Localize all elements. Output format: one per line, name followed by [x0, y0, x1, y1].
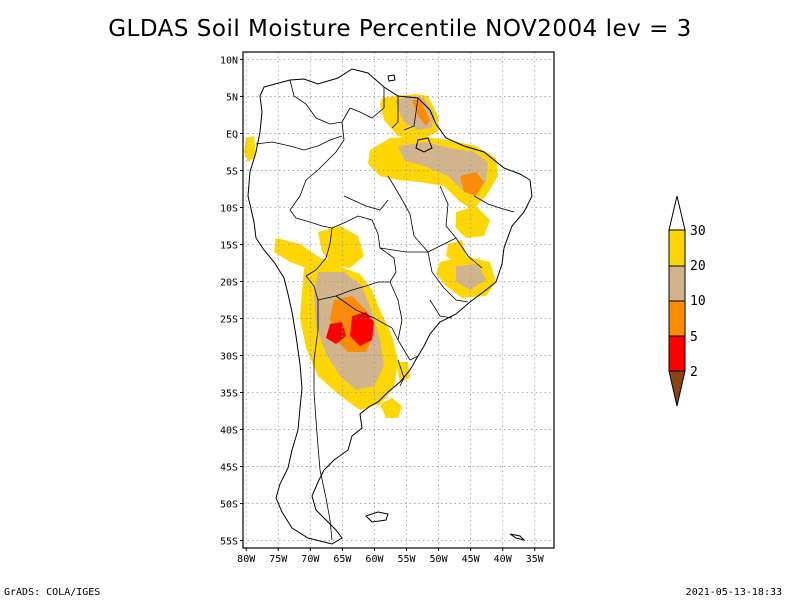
border-brazil-states-5 [427, 251, 469, 303]
lat-label-5: 15S [220, 240, 238, 251]
lon-label-6: 50W [430, 554, 449, 565]
continent-outline [247, 68, 533, 545]
lon-label-3: 65W [333, 554, 352, 565]
border-brazil-states-6 [429, 299, 453, 319]
lon-label-9: 35W [526, 554, 545, 565]
island-trinidad [387, 74, 396, 82]
shade-patch-chaco-red-east [350, 312, 374, 346]
border-paraguay-argentina [335, 295, 399, 341]
border-paraguay-brazil [389, 281, 403, 341]
lat-label-8: 30S [220, 352, 238, 363]
legend-label-30: 30 [690, 224, 706, 239]
border-colombia-ecuador-peru [255, 135, 343, 151]
legend-swatch-20-30 [668, 229, 686, 267]
border-bolivia-paraguay [317, 281, 390, 301]
border-uruguay [397, 359, 405, 387]
border-suriname-fguiana [403, 97, 419, 131]
border-venezuela-colombia [289, 79, 351, 125]
percentile-shading [244, 94, 498, 418]
map-frame [242, 51, 555, 549]
shade-patch-bolivia-gold [318, 226, 364, 268]
map-title: GLDAS Soil Moisture Percentile NOV2004 l… [108, 16, 692, 42]
lat-label-4: 10S [220, 203, 238, 214]
lat-label-9: 35S [220, 389, 238, 400]
legend-swatch-above-30 [668, 195, 686, 231]
render-timestamp: 2021-05-13-18:33 [685, 587, 782, 598]
border-peru-brazil [289, 179, 333, 229]
lat-label-6: 20S [220, 277, 238, 288]
lon-label-8: 40W [494, 554, 513, 565]
border-peru-bolivia [305, 227, 333, 277]
legend-swatch-below-2 [668, 370, 686, 407]
island-marajo [415, 137, 433, 153]
island-south-georgia [509, 533, 526, 541]
shade-patch-chaco-red-west [326, 322, 346, 344]
legend-label-5: 5 [690, 330, 698, 345]
lon-label-7: 45W [462, 554, 481, 565]
border-brazil-states-2 [387, 175, 429, 253]
border-brazil-states-7 [343, 195, 389, 211]
legend-label-10: 10 [690, 294, 706, 309]
legend-swatch-2-5 [668, 335, 686, 372]
coastline-south-america [247, 68, 533, 545]
color-legend: 30 20 10 5 2 [668, 195, 706, 407]
lat-label-2: EQ [226, 129, 238, 140]
lon-label-5: 55W [397, 554, 416, 565]
island-falklands [365, 511, 389, 523]
shade-patch-peru-gold [274, 238, 340, 272]
legend-label-2: 2 [690, 365, 698, 380]
border-brazil-states-3 [439, 185, 483, 269]
shade-patch-pampa-gold [380, 398, 402, 418]
lon-label-4: 60W [365, 554, 384, 565]
border-venezuela-guyana [349, 87, 385, 119]
lon-label-2: 70W [301, 554, 320, 565]
lon-label-1: 75W [269, 554, 288, 565]
lat-label-7: 25S [220, 315, 238, 326]
legend-swatch-5-10 [668, 300, 686, 337]
latitude-axis: 10N 5N EQ 5S 10S 15S 20S 25S 30S 35S 40S 45S 50S 55S [220, 55, 243, 548]
border-chile-bolivia [305, 275, 319, 301]
shade-patch-ecuador-gold [244, 136, 256, 162]
country-borders [255, 79, 515, 541]
border-argentina-brazil [397, 339, 419, 361]
legend-label-20: 20 [690, 259, 706, 274]
lat-label-3: 5S [226, 166, 238, 177]
shade-patch-maranhao-orange [460, 172, 484, 196]
lat-label-13: 55S [220, 537, 238, 548]
grads-credit: GrADS: COLA/IGES [4, 587, 101, 598]
lon-label-0: 80W [237, 554, 256, 565]
border-guyana-suriname [391, 96, 399, 129]
border-colombia-brazil [305, 121, 345, 181]
legend-swatch-10-20 [668, 265, 686, 302]
border-brazil-states-4 [473, 195, 515, 213]
lat-label-11: 45S [220, 463, 238, 474]
shade-patch-tocantins-gold [456, 206, 490, 238]
lat-label-0: 10N [220, 55, 238, 66]
longitude-axis: 80W 75W 70W 65W 60W 55W 50W 45W 40W 35W [237, 548, 545, 565]
lat-label-12: 50S [220, 500, 238, 511]
lat-label-1: 5N [226, 92, 238, 103]
border-bolivia-brazil [331, 215, 397, 283]
border-argentina-chile [313, 300, 333, 541]
lat-label-10: 40S [220, 426, 238, 437]
